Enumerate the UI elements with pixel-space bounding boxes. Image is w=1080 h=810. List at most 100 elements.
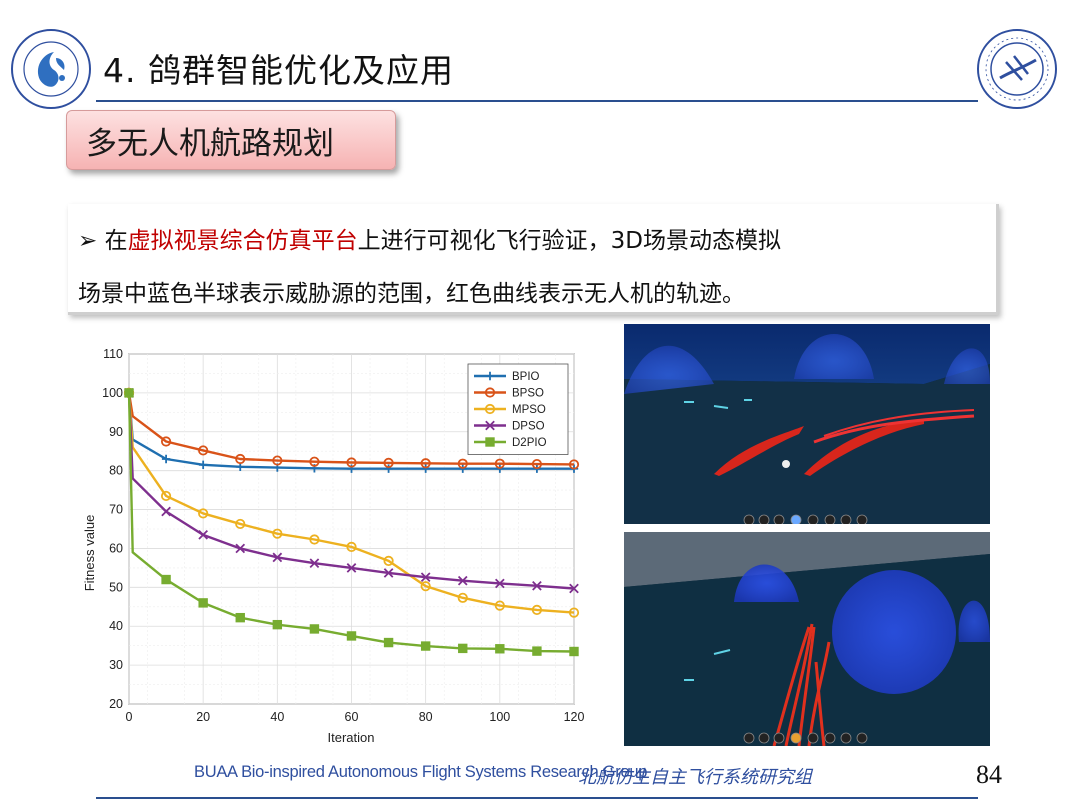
series-line-d2pio [127,392,575,653]
bullet-line-2: 场景中蓝色半球表示威胁源的范围，红色曲线表示无人机的轨迹。 [78,281,745,307]
series-line-mpso [127,392,575,614]
footer-group-name-chinese: 北航仿生自主飞行系统研究组 [578,767,812,788]
y-tick-label: 100 [102,386,123,400]
bullet-marker-icon: ➢ [78,228,98,254]
data-point-dpso [198,529,209,540]
data-point-dpso [420,572,431,583]
y-tick-label: 50 [109,580,123,594]
section-subtitle: 多无人机航路规划 [86,126,334,162]
footer-divider [96,797,978,799]
data-point-d2pio [198,598,208,608]
legend-label-bpso: BPSO [512,388,544,400]
legend-marker-d2pio [485,437,495,447]
data-point-d2pio [272,619,283,630]
data-point-d2pio [420,641,431,651]
legend-label-mpso: MPSO [512,404,546,416]
y-tick-label: 20 [109,697,123,711]
data-point-dpso [309,558,320,569]
data-point-bpio [198,460,208,470]
simulation-scene-top [624,324,990,524]
data-point-d2pio [235,612,245,623]
data-point-bpso [346,457,357,468]
y-tick-label: 60 [109,541,123,555]
x-tick-label: 120 [564,710,585,724]
data-point-mpso [160,490,172,502]
legend-marker-bpio [485,371,495,381]
data-point-mpso [568,607,580,618]
data-point-mpso [272,528,283,539]
data-point-dpso [457,575,468,586]
data-point-d2pio [309,624,320,634]
data-point-bpso [383,457,394,468]
y-tick-label: 40 [109,619,123,633]
data-point-bpso [272,455,283,466]
data-point-mpso [531,604,543,615]
data-point-bpio [161,454,171,464]
data-point-dpso [272,552,283,563]
y-tick-label: 70 [109,503,123,517]
data-point-mpso [494,600,505,611]
bullet-highlight: 虚拟视景综合仿真平台 [127,228,358,254]
data-point-mpso [235,518,246,530]
bullet-line-1-post: 上进行可视化飞行验证，3D场景动态模拟 [357,228,781,254]
data-point-mpso [309,534,320,545]
chart-series [123,387,580,657]
data-point-d2pio [569,646,579,657]
bullet-line-1-pre: 在 [97,228,128,254]
legend-marker-dpso [485,420,495,431]
data-point-d2pio [458,643,468,654]
simulation-scene-bottom [624,532,990,746]
legend-label-bpio: BPIO [512,371,540,383]
data-point-bpso [198,445,209,456]
y-tick-label: 90 [109,425,123,439]
x-tick-label: 100 [489,710,510,724]
data-point-mpso [198,508,209,519]
x-tick-label: 20 [196,710,210,724]
page-number: 84 [976,760,1002,789]
footer-group-name-english: BUAA Bio-inspired Autonomous Flight Syst… [194,763,648,781]
legend-label-dpso: DPSO [512,421,545,433]
data-point-dpso [235,543,246,554]
data-point-bpso [235,453,246,465]
data-point-bpso [568,459,580,470]
legend-marker-mpso [484,403,496,415]
data-point-d2pio [346,631,357,641]
data-point-d2pio [124,388,134,398]
x-tick-label: 0 [126,710,133,724]
y-axis-label: Fitness value [82,515,97,592]
research-group-logo-icon [10,28,92,110]
x-axis-label: Iteration [328,730,375,745]
y-tick-label: 30 [109,658,123,672]
bullet-text-box [68,204,999,315]
data-point-bpio [384,464,393,473]
data-point-bpso [420,458,431,469]
data-point-bpso [309,456,320,467]
series-d2pio [124,388,579,657]
data-point-bpso [457,458,468,469]
bullet-line-1: ➢ 在虚拟视景综合仿真平台上进行可视化飞行验证，3D场景动态模拟 [78,221,781,255]
data-point-mpso [383,555,394,566]
legend-marker-bpso [484,387,496,398]
chart-legend: BPIO BPSO MPSO DPSO D2PIO [467,363,569,455]
subtitle-box [66,110,396,170]
y-tick-label: 80 [109,464,123,478]
data-point-dpso [569,583,579,594]
data-point-bpio [421,464,430,473]
data-point-bpso [494,458,505,469]
y-tick-label: 110 [103,347,123,361]
data-point-d2pio [383,637,394,648]
series-line-dpso [127,392,575,590]
data-point-d2pio [161,574,171,585]
series-dpso [124,388,579,594]
data-point-dpso [494,578,505,589]
data-point-bpso [160,436,172,447]
x-tick-label: 80 [419,710,433,724]
x-tick-label: 60 [345,710,359,724]
data-point-dpso [532,580,542,591]
data-point-mpso [457,592,468,603]
series-bpio [124,388,579,473]
data-point-bpso [531,458,543,470]
title-divider [96,100,978,102]
